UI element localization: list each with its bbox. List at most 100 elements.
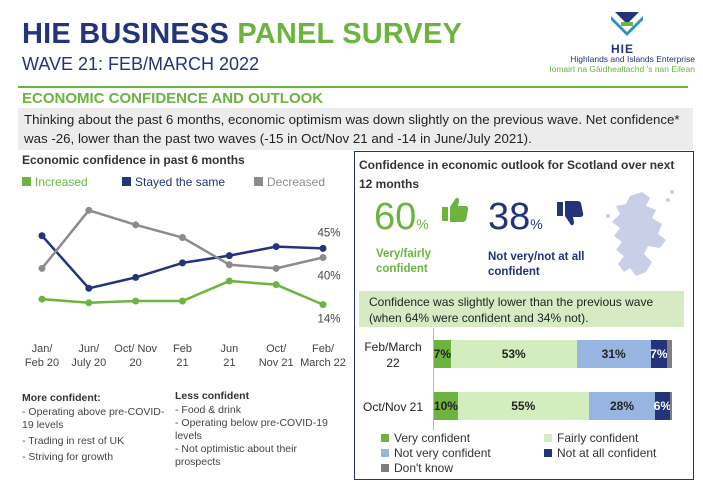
data-point (85, 299, 93, 307)
page-subtitle: WAVE 21: FEB/MARCH 2022 (22, 54, 260, 74)
x-tick-label: 21 (176, 357, 188, 369)
more-confident-item: - Trading in rest of UK (22, 435, 125, 447)
data-point (38, 232, 46, 240)
data-point (132, 221, 140, 229)
bar-legend-very-confident: Very confident (381, 431, 470, 445)
less-confident-heading: Less confident (175, 390, 250, 402)
bar-legend-swatch (544, 449, 552, 457)
data-point (85, 206, 93, 214)
data-point (319, 301, 327, 309)
bar-legend-label: Fairly confident (557, 431, 639, 445)
bar-segment (669, 392, 672, 420)
data-point (225, 277, 233, 285)
scotland-map-icon (606, 190, 674, 276)
more-confident-heading: More confident: (22, 392, 101, 404)
end-value-label: 40% (317, 270, 340, 282)
positive-label-line-2: confident (376, 263, 428, 275)
bar-segment: 10% (434, 392, 458, 420)
bar-legend-not-at-all-confident: Not at all confident (544, 446, 656, 460)
bar-legend-swatch (381, 434, 389, 442)
end-value-label: 45% (317, 227, 340, 239)
less-confident-item: - Not optimistic about their (175, 443, 297, 455)
negative-value: 38 (488, 196, 531, 238)
positive-unit: % (416, 216, 429, 232)
more-confident-item: 19 levels (22, 419, 64, 431)
x-tick-label: Feb 20 (25, 357, 59, 369)
thumbs-down-icon (557, 201, 584, 226)
x-tick-label: March 22 (300, 357, 346, 369)
outlook-panel-title: Confidence in economic outlook for Scotl… (359, 158, 675, 191)
bar-legend-not-very-confident: Not very confident (381, 446, 491, 460)
x-tick-label: Jun/ (78, 343, 100, 355)
comparison-note: Confidence was slightly lower than the p… (359, 291, 684, 327)
data-point (132, 273, 140, 281)
x-tick-label: Feb (173, 343, 192, 355)
intro-text: Thinking about the past 6 months, econom… (18, 108, 693, 150)
less-confident-item: levels (175, 430, 202, 442)
page-title: HIE BUSINESS PANEL SURVEY (22, 18, 462, 51)
bar-segment: 7% (650, 340, 668, 368)
bar-row-label: Feb/March 22 (357, 339, 429, 371)
positive-percentage: 60% (374, 196, 429, 239)
less-confident-item: prospects (175, 456, 221, 468)
data-point (132, 297, 140, 305)
data-point (225, 252, 233, 260)
data-point (225, 261, 233, 269)
bar-legend-label: Not very confident (394, 446, 491, 460)
legend-swatch-stayed-same (122, 177, 131, 186)
hie-logo: HIE Highlands and Islands Enterprise Iom… (545, 10, 695, 74)
bar-segment: 31% (576, 340, 651, 368)
bar-segment: 28% (588, 392, 656, 420)
data-point (38, 295, 46, 303)
x-tick-label: Feb/ (312, 343, 335, 355)
hie-logo-icon (611, 12, 643, 36)
x-tick-label: July 20 (71, 357, 106, 369)
bar-segment: 7% (434, 340, 451, 368)
bar-axis-line (433, 328, 434, 430)
positive-label: Very/fairly confident (376, 247, 431, 277)
stacked-bar-feb-march-22: 7% 53% 31% 7% (434, 340, 672, 368)
positive-value: 60 (374, 196, 417, 238)
thumbs-up-icon (442, 197, 469, 222)
logo-abbrev: HIE (611, 42, 635, 56)
legend-swatch-decreased (254, 177, 263, 186)
data-point (319, 244, 327, 252)
less-confident-item: - Operating below pre-COVID-19 (175, 417, 328, 429)
bar-legend-dont-know: Don't know (381, 461, 453, 475)
legend-label-stayed-same: Stayed the same (135, 175, 226, 189)
logo-name: Highlands and Islands Enterprise (570, 54, 695, 64)
data-point (319, 253, 327, 261)
bar-legend-label: Not at all confident (557, 446, 657, 460)
positive-label-line-1: Very/fairly (376, 248, 431, 260)
line-chart-title: Economic confidence in past 6 months (22, 153, 245, 167)
negative-label-line-2: confident (488, 266, 540, 278)
data-point (179, 297, 186, 305)
data-point (272, 243, 280, 251)
bar-row-label: Oct/Nov 21 (357, 399, 429, 415)
bar-legend-fairly-confident: Fairly confident (544, 431, 638, 445)
x-tick-label: 21 (223, 357, 235, 369)
bar-row-label-line: Feb/March (364, 340, 422, 354)
bar-segment: 6% (654, 392, 671, 420)
outlook-panel (354, 151, 694, 480)
bar-row-label-line: 22 (386, 356, 400, 370)
title-part-1: HIE BUSINESS (22, 18, 230, 50)
stacked-bar-oct-nov-21: 10% 55% 28% 6% (434, 392, 672, 420)
legend-stayed-same: Stayed the same (122, 175, 225, 189)
logo-gaelic: Iomairt na Gàidhealtachd 's nan Eilean (549, 64, 695, 74)
data-point (38, 264, 46, 272)
bar-legend-swatch (381, 464, 389, 472)
line-chart: 14% 45% 40% Jan/Feb 20 Jun/July 20 Oct/ Nov 20… (25, 206, 346, 369)
data-point (85, 284, 93, 292)
bar-row-label-line: Oct/Nov 21 (362, 400, 424, 414)
x-tick-label: Nov 21 (259, 357, 294, 369)
x-tick-label: Jan/ (32, 343, 54, 355)
section-heading: ECONOMIC CONFIDENCE AND OUTLOOK (22, 90, 324, 107)
bar-segment: 55% (457, 392, 589, 420)
section-divider (18, 86, 688, 88)
bar-segment (667, 340, 672, 368)
legend-label-decreased: Decreased (267, 175, 326, 189)
legend-swatch-increased (22, 177, 31, 186)
end-value-label: 14% (317, 314, 340, 326)
x-tick-label: Oct/ (266, 343, 287, 355)
